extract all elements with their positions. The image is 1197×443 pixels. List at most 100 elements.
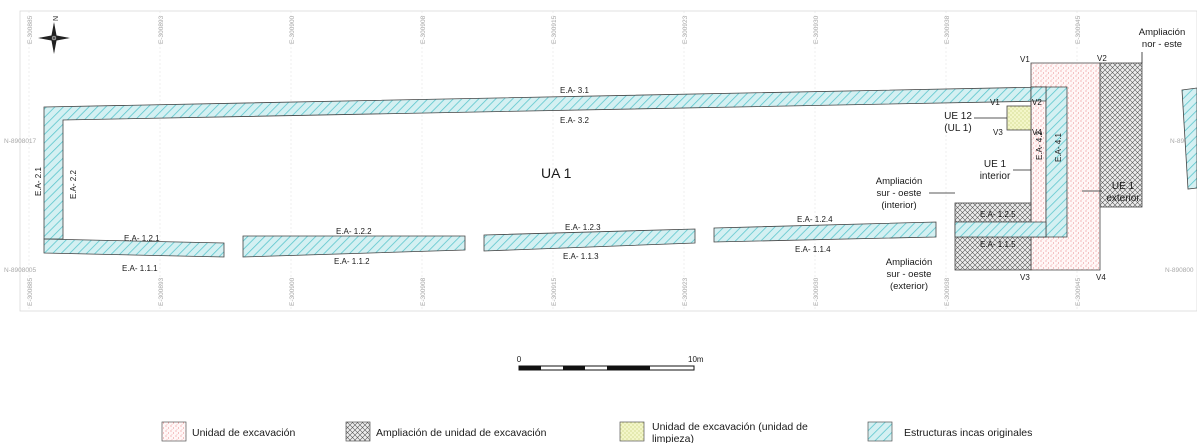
grid-label-northing: N-890800: [1165, 267, 1194, 274]
svg-text:(exterior): (exterior): [890, 281, 928, 292]
vertex-v1-ue12: V1: [990, 98, 1000, 107]
grid-label-easting: E-300885: [27, 15, 34, 44]
ampliacion-so-interior-label: Ampliación sur - oeste (interior): [876, 176, 922, 211]
grid-label-easting: E-300908: [420, 277, 427, 306]
ampliacion-nor-este: [1099, 62, 1143, 208]
label-ea123: E.A- 1.2.3: [565, 223, 601, 232]
label-ea122: E.A- 1.2.2: [336, 227, 372, 236]
vertex-v2-ue12: V2: [1032, 98, 1042, 107]
svg-text:exterior: exterior: [1106, 193, 1140, 204]
label-ea124: E.A- 1.2.4: [797, 215, 833, 224]
grid-label-easting: E-300893: [158, 277, 165, 306]
svg-text:sur - oeste: sur - oeste: [887, 269, 932, 280]
ue12-label: UE 12 (UL 1): [944, 111, 972, 134]
grid-label-easting: E-300923: [682, 277, 689, 306]
scale-end-label: 10m: [688, 355, 704, 364]
label-ea125: E.A- 1.2.5: [980, 210, 1016, 219]
grid-label-easting: E-300930: [813, 277, 820, 306]
svg-text:UE 1: UE 1: [984, 159, 1007, 170]
vertex-v2-top: V2: [1097, 54, 1107, 63]
legend-label-limpieza-line2: limpieza): [652, 433, 694, 443]
structure-north-wall-overlay: [1030, 86, 1047, 102]
structure-south-wall-1: [43, 238, 225, 258]
grid-label-easting: E-300930: [813, 15, 820, 44]
plan-frame: [19, 10, 1197, 312]
north-label: N: [53, 16, 60, 21]
legend-swatch-estructuras: [867, 421, 893, 442]
scale-start-label: 0: [517, 355, 522, 364]
svg-text:nor - este: nor - este: [1142, 39, 1182, 50]
label-ea42: E.A- 4.2: [1035, 131, 1044, 160]
inca-structures: [43, 86, 1197, 258]
legend-label-excavacion: Unidad de excavación: [192, 427, 295, 439]
structure-north-west-wall: [43, 86, 1047, 240]
ampliacion-sur-oeste-exterior: [954, 236, 1032, 271]
ue1-interior-label: UE 1 interior: [980, 159, 1011, 182]
svg-text:UE 12: UE 12: [944, 111, 972, 122]
grid-label-easting: E-300945: [1075, 277, 1082, 306]
grid-label-easting: E-300885: [27, 277, 34, 306]
legend-swatch-ampliacion: [345, 421, 371, 442]
grid-label-easting: E-300915: [551, 15, 558, 44]
grid-label-easting: E-300893: [158, 15, 165, 44]
label-ea21: E.A- 2.1: [34, 167, 43, 196]
grid-label-easting: E-300908: [420, 15, 427, 44]
structure-south-wall-3: [483, 228, 696, 252]
svg-text:UE 1: UE 1: [1112, 181, 1135, 192]
svg-text:(UL 1): (UL 1): [944, 123, 971, 134]
north-arrow-icon: N: [38, 16, 70, 54]
svg-text:Ampliación: Ampliación: [886, 257, 932, 268]
vertex-v3-ue12: V3: [993, 128, 1003, 137]
structure-south-wall-2: [242, 235, 466, 258]
label-ea22: E.A- 2.2: [69, 170, 78, 199]
grid-label-northing: N-8908017: [4, 138, 37, 145]
grid-label-easting: E-300923: [682, 15, 689, 44]
legend-swatch-limpieza: [619, 421, 645, 442]
structure-partial-right: [1181, 87, 1197, 190]
ue1-exterior-label: UE 1 exterior: [1106, 181, 1140, 204]
structure-south-wall-4: [713, 221, 937, 243]
label-ea111: E.A- 1.1.1: [122, 264, 158, 273]
ampliacion-areas: [954, 62, 1143, 271]
structure-ea41: [1045, 86, 1068, 238]
vertex-v4-ue12: V4: [1032, 128, 1042, 137]
grid-label-easting: E-300938: [944, 15, 951, 44]
ampliacion-ne-label: Ampliación nor - este: [1139, 27, 1185, 50]
svg-text:Ampliación: Ampliación: [876, 176, 922, 187]
legend-swatch-excavacion: [161, 421, 187, 442]
legend-label-limpieza-line1: Unidad de excavación (unidad de: [652, 421, 808, 433]
label-ea115: E.A- 1.1.5: [980, 240, 1016, 249]
grid-label-easting: E-300938: [944, 277, 951, 306]
grid-label-northing: N-8908005: [4, 267, 37, 274]
grid-label-easting: E-300900: [289, 15, 296, 44]
label-ea31: E.A- 3.1: [560, 86, 589, 95]
ampliacion-so-exterior-label: Ampliación sur - oeste (exterior): [886, 257, 932, 292]
ua1-label: UA 1: [541, 165, 572, 181]
structure-ea125: [954, 221, 1047, 238]
label-ea112: E.A- 1.1.2: [334, 257, 370, 266]
vertex-v4-bottom: V4: [1096, 273, 1106, 282]
svg-text:(interior): (interior): [881, 200, 916, 211]
svg-text:Ampliación: Ampliación: [1139, 27, 1185, 38]
label-ea121: E.A- 1.2.1: [124, 234, 160, 243]
label-ea32: E.A- 3.2: [560, 116, 589, 125]
ue12-area: [1006, 105, 1032, 131]
structure-ea42: [1030, 86, 1047, 238]
label-ea113: E.A- 1.1.3: [563, 252, 599, 261]
legend-label-ampliacion: Ampliación de unidad de excavación: [376, 427, 547, 439]
structure-labels: E.A- 3.1 E.A- 3.2 E.A- 2.1 E.A- 2.2 E.A-…: [34, 86, 1063, 273]
grid-label-easting: E-300945: [1075, 15, 1082, 44]
vertex-v3-bottom: V3: [1020, 273, 1030, 282]
vertex-v1-top: V1: [1020, 55, 1030, 64]
svg-text:interior: interior: [980, 171, 1011, 182]
grid-label-northing: N-89080: [1170, 138, 1195, 145]
scale-bar: 0 10m: [517, 355, 704, 371]
legend-label-estructuras: Estructuras incas originales: [904, 427, 1032, 439]
legend: Unidad de excavación Ampliación de unida…: [161, 421, 1032, 443]
svg-text:sur - oeste: sur - oeste: [877, 188, 922, 199]
grid-label-easting: E-300915: [551, 277, 558, 306]
grid-label-easting: E-300900: [289, 277, 296, 306]
label-ea114: E.A- 1.1.4: [795, 245, 831, 254]
label-ea41: E.A- 4.1: [1054, 133, 1063, 162]
